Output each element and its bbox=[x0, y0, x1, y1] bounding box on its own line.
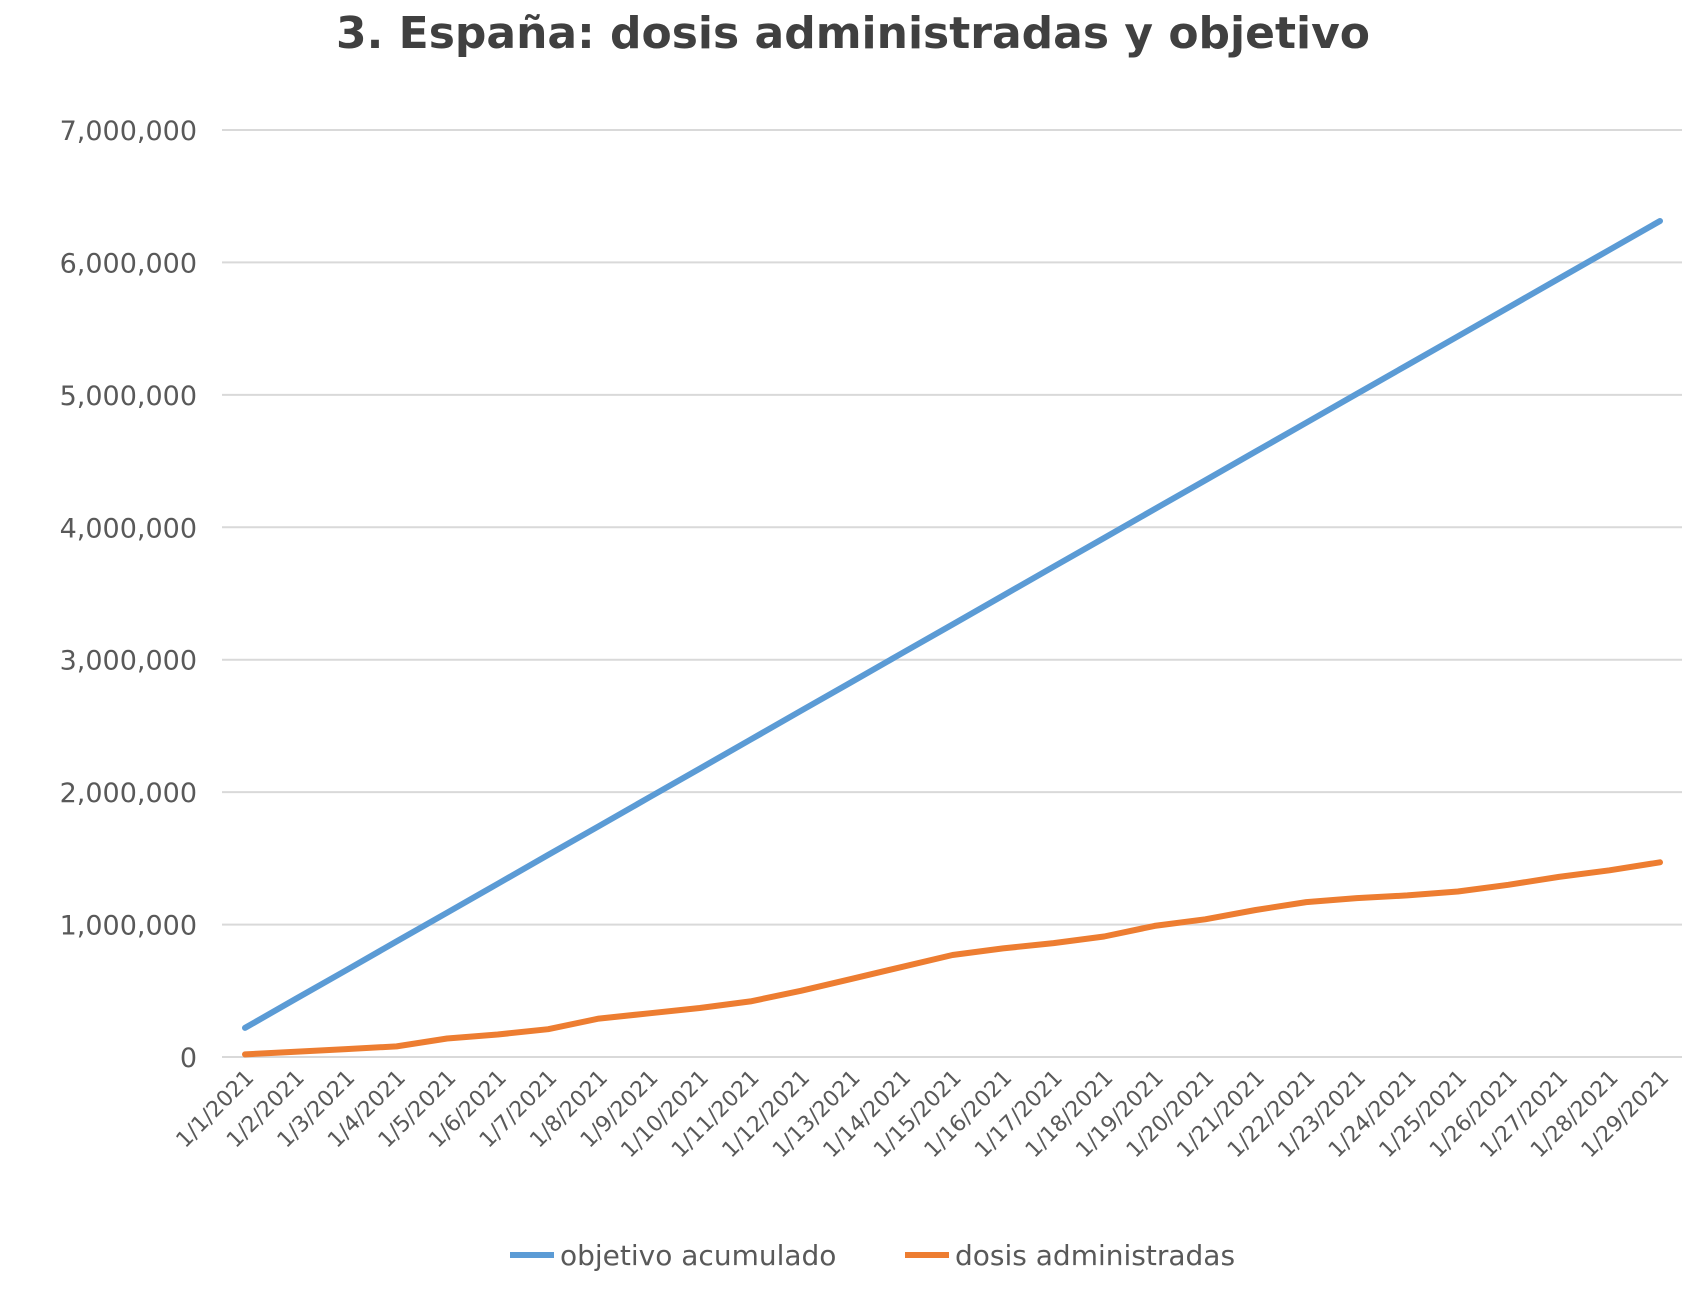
chart-title: 3. España: dosis administradas y objetiv… bbox=[335, 8, 1371, 59]
y-tick-label: 1,000,000 bbox=[60, 911, 197, 942]
series-line-2 bbox=[242, 859, 1663, 1058]
y-tick-label: 2,000,000 bbox=[60, 778, 197, 809]
y-tick-label: 6,000,000 bbox=[60, 248, 197, 279]
y-tick-label: 4,000,000 bbox=[60, 513, 197, 544]
y-tick-label: 3,000,000 bbox=[60, 646, 197, 677]
y-tick-label: 0 bbox=[180, 1043, 197, 1074]
series-line-1 bbox=[242, 218, 1663, 1031]
y-tick-label: 7,000,000 bbox=[60, 116, 197, 147]
y-tick-label: 5,000,000 bbox=[60, 381, 197, 412]
legend-label-2: dosis administradas bbox=[955, 1239, 1235, 1272]
legend-label-1: objetivo acumulado bbox=[560, 1239, 836, 1272]
